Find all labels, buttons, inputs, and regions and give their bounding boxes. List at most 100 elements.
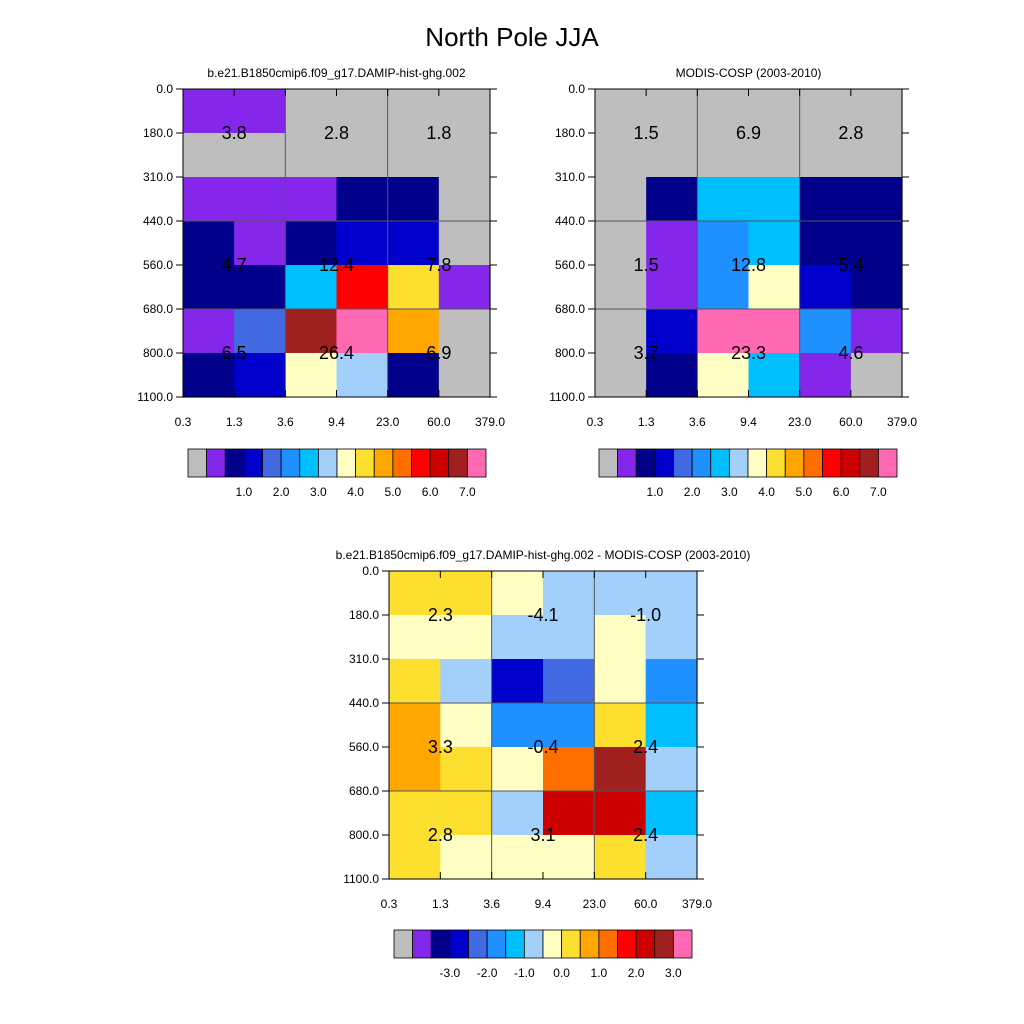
heatmap-cell bbox=[336, 133, 389, 178]
colorbar-swatch bbox=[784, 448, 805, 478]
panel-model: b.e21.B1850cmip6.f09_g17.DAMIP-hist-ghg.… bbox=[137, 66, 505, 429]
panel-obs: MODIS-COSP (2003-2010) 0.0 180.0 310.0 440.0… bbox=[549, 66, 917, 429]
heatmap-cell bbox=[440, 659, 493, 704]
cell-value-label: 23.3 bbox=[731, 343, 766, 363]
cell-value-label: 2.3 bbox=[428, 605, 453, 625]
colorbar-label: 1.0 bbox=[647, 485, 664, 499]
heatmap-cell bbox=[595, 89, 647, 134]
y-tick-label: 180.0 bbox=[555, 126, 585, 140]
colorbar-swatch bbox=[430, 929, 451, 959]
y-tick-label: 1100.0 bbox=[343, 872, 379, 886]
heatmap-cell bbox=[850, 133, 903, 178]
heatmap-cell bbox=[697, 265, 750, 310]
heatmap-cell bbox=[799, 309, 852, 354]
colorbar: 1.0 2.0 3.0 4.0 5.0 6.0 7.0 bbox=[187, 448, 487, 499]
colorbar-swatch bbox=[243, 448, 263, 478]
colorbar-swatch bbox=[262, 448, 282, 478]
heatmap-cell bbox=[645, 615, 698, 660]
colorbar-swatch bbox=[449, 929, 469, 959]
cell-value-label: 2.4 bbox=[633, 825, 658, 845]
y-tick-label: 680.0 bbox=[143, 302, 173, 316]
heatmap-cell bbox=[595, 133, 647, 178]
colorbar-label: 7.0 bbox=[870, 485, 887, 499]
heatmap-cell bbox=[594, 659, 647, 704]
cell-value-label: 3.7 bbox=[634, 343, 659, 363]
heatmap-cell bbox=[183, 177, 235, 222]
cell-value-label: 1.8 bbox=[426, 123, 451, 143]
colorbar-swatch bbox=[803, 448, 823, 478]
colorbar-swatch bbox=[187, 448, 208, 478]
cell-value-label: -4.1 bbox=[527, 605, 558, 625]
cell-value-label: -1.0 bbox=[630, 605, 661, 625]
y-tick-label: 310.0 bbox=[349, 652, 379, 666]
heatmap-cell bbox=[491, 747, 544, 792]
cell-value-label: 2.8 bbox=[428, 825, 453, 845]
x-tick-label: 1.3 bbox=[638, 415, 655, 429]
colorbar-label: 7.0 bbox=[459, 485, 476, 499]
figure-title: North Pole JJA bbox=[425, 22, 599, 52]
cell-value-label: 6.5 bbox=[222, 343, 247, 363]
y-tick-label: 0.0 bbox=[568, 82, 585, 96]
heatmap-cell bbox=[285, 177, 338, 222]
x-tick-label: 0.3 bbox=[381, 897, 398, 911]
cell-value-label: 1.5 bbox=[634, 123, 659, 143]
heatmap-cell bbox=[645, 835, 698, 880]
heatmap-cell bbox=[440, 571, 493, 616]
cell-value-label: 12.8 bbox=[731, 255, 766, 275]
heatmap-cell bbox=[748, 133, 801, 178]
x-tick-label: 1.3 bbox=[432, 897, 449, 911]
heatmap-cell bbox=[850, 89, 903, 134]
heatmap-cell bbox=[440, 791, 493, 836]
cell-value-label: 3.8 bbox=[222, 123, 247, 143]
y-tick-label: 310.0 bbox=[143, 170, 173, 184]
y-tick-label: 180.0 bbox=[143, 126, 173, 140]
colorbar-label: 6.0 bbox=[833, 485, 850, 499]
heatmap-cell bbox=[438, 89, 491, 134]
x-tick-label: 3.6 bbox=[277, 415, 294, 429]
heatmap-cell bbox=[234, 133, 286, 178]
heatmap-cell bbox=[389, 791, 441, 836]
heatmap-cell bbox=[285, 221, 338, 266]
heatmap-cell bbox=[438, 265, 491, 310]
colorbar-label: 4.0 bbox=[758, 485, 775, 499]
colorbar-swatch bbox=[412, 929, 432, 959]
colorbar-label: -1.0 bbox=[514, 966, 535, 980]
heatmap-cell bbox=[285, 133, 338, 178]
heatmap-cell bbox=[594, 791, 647, 836]
colorbar-swatch bbox=[635, 448, 656, 478]
colorbar-swatch bbox=[299, 448, 319, 478]
colorbar-swatch bbox=[635, 929, 656, 959]
panel-diff: b.e21.B1850cmip6.f09_g17.DAMIP-hist-ghg.… bbox=[336, 548, 751, 911]
heatmap-cell bbox=[438, 221, 491, 266]
colorbar: -3.0 -2.0 -1.0 0.0 1.0 2.0 3.0 bbox=[393, 929, 693, 980]
heatmap-cell bbox=[748, 221, 801, 266]
heatmap-cell bbox=[595, 353, 647, 398]
heatmap-cell bbox=[387, 133, 440, 178]
heatmap-cell bbox=[285, 265, 338, 310]
cell-value-label: 2.4 bbox=[633, 737, 658, 757]
x-tick-label: 60.0 bbox=[427, 415, 451, 429]
colorbar-swatch bbox=[598, 448, 619, 478]
heatmap-cell bbox=[336, 309, 389, 354]
heatmap-cell bbox=[646, 221, 698, 266]
heatmap-cell bbox=[183, 309, 235, 354]
heatmap-cell bbox=[387, 221, 440, 266]
cell-value-label: 26.4 bbox=[319, 343, 354, 363]
colorbar-swatch bbox=[429, 448, 450, 478]
heatmap-cell bbox=[543, 791, 595, 836]
colorbar-swatch bbox=[822, 448, 842, 478]
heatmap-cell bbox=[697, 89, 750, 134]
colorbar-swatch bbox=[448, 448, 468, 478]
colorbar-swatch bbox=[542, 929, 563, 959]
heatmap-cell bbox=[438, 353, 491, 398]
heatmap-cell bbox=[646, 177, 698, 222]
colorbar-label: 3.0 bbox=[721, 485, 738, 499]
colorbar-swatch bbox=[691, 448, 712, 478]
colorbar-swatch bbox=[392, 448, 412, 478]
cell-value-label: 6.9 bbox=[426, 343, 451, 363]
heatmap-cell bbox=[850, 177, 903, 222]
y-tick-label: 310.0 bbox=[555, 170, 585, 184]
heatmap-cell bbox=[543, 835, 595, 880]
colorbar-label: 2.0 bbox=[273, 485, 290, 499]
y-tick-label: 800.0 bbox=[555, 346, 585, 360]
